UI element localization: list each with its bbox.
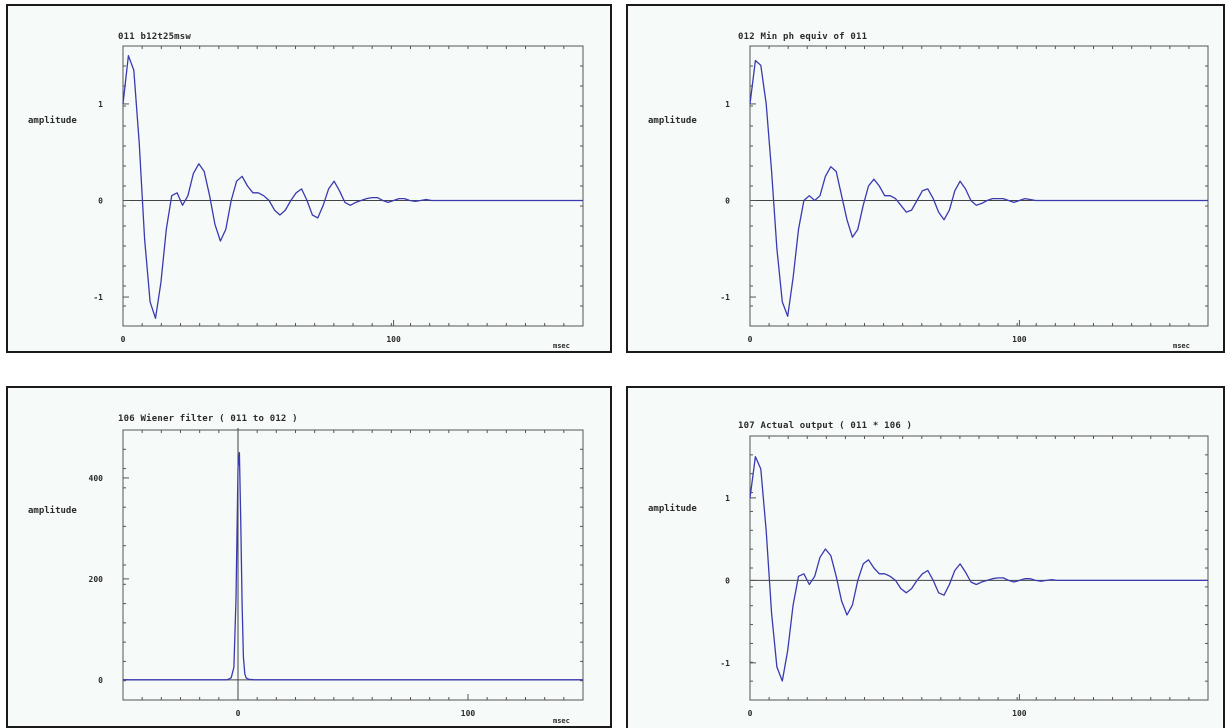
series-trace <box>123 452 583 681</box>
x-tick-label: 0 <box>121 335 126 344</box>
plot-frame <box>122 429 584 701</box>
x-tick-label: 0 <box>748 335 753 344</box>
series-trace <box>749 455 1208 682</box>
x-tick-label: 100 <box>386 335 401 344</box>
y-tick-label: 1 <box>725 494 730 503</box>
y-tick-label: 0 <box>725 196 730 205</box>
chart-panel-012: 012 Min ph equiv of 011 amplitude msec -… <box>626 4 1225 353</box>
y-tick-label: 1 <box>725 100 730 109</box>
chart-panel-011: 011 b12t25msw amplitude msec -1 0 1 0 100 <box>6 4 612 353</box>
x-axis-units: msec <box>553 717 570 725</box>
y-tick-label: 0 <box>725 576 730 585</box>
y-axis-label: amplitude <box>28 506 77 516</box>
x-tick-label: 0 <box>748 709 753 718</box>
y-tick-label: 200 <box>89 575 104 584</box>
x-tick-label: 100 <box>1012 709 1027 718</box>
plot-area: -1 0 1 0 100 <box>93 45 584 344</box>
chart-title: 107 Actual output ( 011 * 106 ) <box>738 421 913 431</box>
x-axis-units: msec <box>553 342 570 350</box>
x-tick-label: 100 <box>1012 335 1027 344</box>
chart-panel-106: 106 Wiener filter ( 011 to 012 ) amplitu… <box>6 386 612 728</box>
plot-area: -1 0 1 0 100 <box>720 45 1209 344</box>
series-trace <box>749 59 1208 317</box>
y-tick-label: 0 <box>98 676 103 685</box>
x-axis-units: msec <box>1173 342 1190 350</box>
chart-title: 011 b12t25msw <box>118 32 192 42</box>
plot-area: -1 0 1 0 100 <box>720 435 1209 718</box>
chart-title: 106 Wiener filter ( 011 to 012 ) <box>118 414 298 424</box>
y-tick-label: -1 <box>93 293 103 302</box>
y-tick-label: 0 <box>98 196 103 205</box>
y-axis-label: amplitude <box>28 116 77 126</box>
y-tick-label: -1 <box>720 293 730 302</box>
y-tick-label: -1 <box>720 659 730 668</box>
y-axis-label: amplitude <box>648 116 697 126</box>
plot-frame <box>749 45 1209 327</box>
series-trace <box>122 55 583 319</box>
y-tick-label: 400 <box>89 474 104 483</box>
plot-area: 0 200 400 0 100 <box>89 428 584 718</box>
plot-frame <box>749 435 1209 701</box>
x-tick-label: 0 <box>236 709 241 718</box>
y-tick-label: 1 <box>98 100 103 109</box>
x-tick-label: 100 <box>461 709 476 718</box>
chart-title: 012 Min ph equiv of 011 <box>738 32 868 42</box>
chart-panel-107: 107 Actual output ( 011 * 106 ) amplitud… <box>626 386 1225 728</box>
y-axis-label: amplitude <box>648 504 697 514</box>
plot-frame <box>122 45 584 327</box>
